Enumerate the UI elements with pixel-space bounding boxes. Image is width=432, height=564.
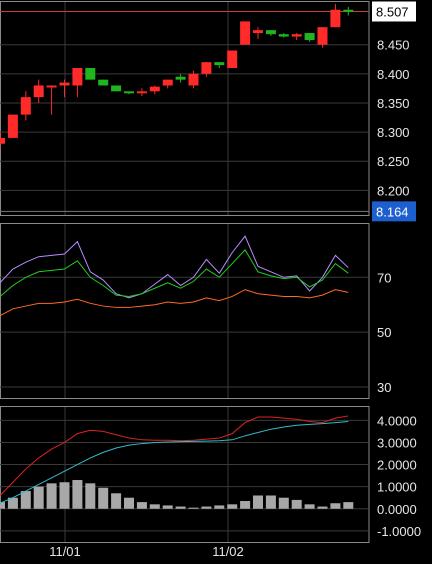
histogram-bar bbox=[85, 483, 96, 509]
oscillator-panel: 70 50 30 bbox=[0, 223, 391, 399]
histogram-bar bbox=[20, 491, 31, 509]
candle-body bbox=[214, 62, 225, 66]
histogram-bar bbox=[46, 483, 57, 509]
histogram-bar bbox=[278, 497, 289, 509]
y-tick-label: 8.300 bbox=[377, 125, 410, 140]
candle-body bbox=[85, 68, 96, 80]
candle-body bbox=[291, 34, 302, 37]
y-tick-label: 0.0000 bbox=[377, 502, 417, 517]
candle-body bbox=[343, 9, 354, 12]
histogram-bar bbox=[175, 506, 186, 509]
x-tick-label: 11/02 bbox=[212, 544, 244, 559]
histogram-bar bbox=[201, 506, 212, 509]
y-tick-label: 70 bbox=[377, 270, 391, 285]
oscillator-line-3 bbox=[0, 289, 349, 317]
x-tick-label: 11/01 bbox=[49, 544, 81, 559]
price-panel: 8.450 8.400 8.350 8.300 8.250 8.200 8.507 8.164 bbox=[0, 1, 416, 222]
macd-panel: 4.0000 3.0000 2.0000 1.0000 0.0000 -1.0000 11/… bbox=[0, 406, 421, 559]
histogram-bar bbox=[343, 502, 354, 509]
oscillator-line-2 bbox=[0, 249, 349, 297]
histogram-bar bbox=[33, 486, 44, 509]
y-tick-label: 1.0000 bbox=[377, 480, 417, 495]
candle-body bbox=[162, 79, 173, 86]
histogram-bar bbox=[98, 487, 109, 509]
histogram-bar bbox=[317, 506, 328, 509]
histogram-bar bbox=[7, 497, 18, 509]
y-tick-label: 3.0000 bbox=[377, 435, 417, 450]
last-price-box bbox=[372, 1, 416, 22]
y-tick-label: 2.0000 bbox=[377, 458, 417, 473]
histogram-bar bbox=[136, 502, 147, 509]
y-tick-label: 8.350 bbox=[377, 96, 410, 111]
histogram-bar bbox=[253, 495, 263, 509]
candle-body bbox=[7, 114, 18, 138]
macd-line-2 bbox=[0, 420, 349, 504]
marker-price-label: 8.164 bbox=[376, 204, 409, 219]
y-tick-label: 30 bbox=[377, 380, 391, 395]
y-tick-label: 8.250 bbox=[377, 154, 410, 169]
candle-body bbox=[330, 9, 341, 28]
histogram-bar bbox=[188, 507, 199, 509]
candle-body bbox=[59, 82, 70, 86]
histogram-bar bbox=[124, 497, 134, 509]
candle-body bbox=[175, 76, 186, 80]
panel-border bbox=[0, 1, 370, 216]
candle-body bbox=[136, 91, 147, 94]
candle-body bbox=[265, 30, 276, 35]
y-tick-label: 8.400 bbox=[377, 67, 410, 82]
panel-border bbox=[0, 223, 370, 399]
macd-line-1 bbox=[0, 415, 349, 496]
histogram-bar bbox=[240, 501, 251, 509]
y-tick-label: 50 bbox=[377, 325, 391, 340]
histogram-bar bbox=[0, 502, 5, 509]
candle-body bbox=[111, 85, 122, 92]
panel-border bbox=[0, 406, 370, 543]
candle-body bbox=[240, 21, 251, 45]
histogram-bar bbox=[227, 504, 238, 509]
candle-body bbox=[72, 68, 83, 86]
y-tick-label: -1.0000 bbox=[377, 524, 421, 539]
candle-body bbox=[253, 30, 263, 34]
marker-price-box bbox=[372, 201, 416, 222]
y-tick-label: 8.450 bbox=[377, 38, 410, 53]
candle-body bbox=[33, 85, 44, 98]
oscillator-line-1 bbox=[0, 235, 349, 299]
y-tick-label: 8.200 bbox=[377, 183, 410, 198]
candle-body bbox=[124, 91, 134, 94]
candle-body bbox=[317, 27, 328, 45]
candle-body bbox=[201, 62, 212, 74]
y-tick-label: 4.0000 bbox=[377, 413, 417, 428]
last-price-label: 8.507 bbox=[376, 4, 409, 19]
candle-body bbox=[188, 73, 199, 86]
histogram-bar bbox=[304, 504, 315, 509]
histogram-bar bbox=[111, 493, 122, 509]
histogram-bar bbox=[330, 503, 341, 509]
candle-body bbox=[149, 86, 160, 92]
histogram-bar bbox=[149, 504, 160, 509]
candle-body bbox=[46, 85, 57, 88]
histogram-bar bbox=[291, 499, 302, 509]
histogram-bar bbox=[59, 482, 70, 509]
histogram-bar bbox=[72, 480, 83, 509]
histogram-bar bbox=[162, 505, 173, 509]
histogram-bar bbox=[214, 505, 225, 509]
candle-body bbox=[304, 33, 315, 41]
candle-body bbox=[0, 137, 5, 144]
candle-body bbox=[278, 34, 289, 37]
candle-body bbox=[20, 97, 31, 115]
histogram-bar bbox=[265, 495, 276, 509]
candle-body bbox=[98, 79, 109, 86]
candle-body bbox=[227, 50, 238, 69]
